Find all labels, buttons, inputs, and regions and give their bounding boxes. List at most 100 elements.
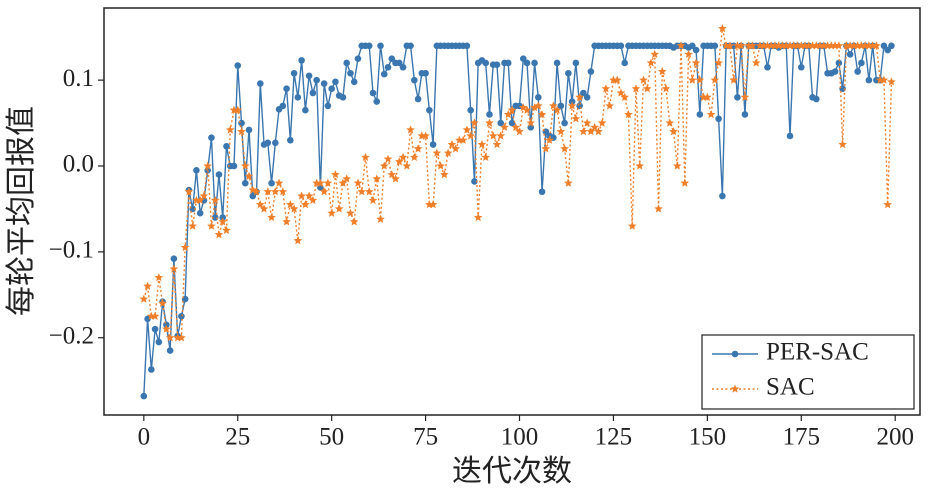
marker bbox=[286, 200, 295, 209]
marker bbox=[377, 42, 384, 50]
marker bbox=[308, 195, 318, 204]
marker bbox=[347, 69, 354, 77]
marker bbox=[320, 80, 328, 87]
marker bbox=[838, 140, 847, 149]
marker bbox=[654, 204, 663, 213]
marker bbox=[436, 161, 445, 170]
marker bbox=[684, 49, 693, 59]
marker bbox=[477, 140, 487, 149]
marker bbox=[402, 161, 412, 170]
marker bbox=[496, 131, 506, 140]
marker bbox=[751, 58, 761, 67]
marker bbox=[706, 109, 716, 119]
marker bbox=[620, 92, 629, 101]
x-tick-label: 200 bbox=[876, 424, 914, 451]
marker bbox=[166, 347, 174, 354]
marker bbox=[835, 59, 843, 67]
marker bbox=[353, 178, 363, 187]
marker bbox=[407, 42, 414, 50]
marker bbox=[729, 75, 738, 84]
marker bbox=[143, 281, 152, 290]
marker bbox=[549, 101, 558, 110]
marker bbox=[218, 217, 227, 226]
marker bbox=[259, 204, 269, 213]
marker bbox=[343, 59, 350, 67]
marker bbox=[579, 127, 588, 136]
marker bbox=[556, 127, 566, 136]
marker bbox=[178, 312, 185, 320]
marker bbox=[215, 171, 223, 178]
marker bbox=[530, 103, 539, 112]
marker bbox=[316, 178, 325, 187]
marker bbox=[170, 255, 178, 263]
marker bbox=[208, 134, 215, 141]
marker bbox=[443, 148, 453, 157]
marker bbox=[504, 59, 512, 67]
marker bbox=[150, 311, 160, 320]
marker bbox=[244, 171, 254, 180]
marker bbox=[414, 95, 422, 103]
marker bbox=[155, 338, 163, 346]
marker bbox=[267, 213, 276, 222]
marker bbox=[764, 63, 771, 71]
marker bbox=[263, 187, 273, 196]
marker bbox=[523, 59, 531, 67]
marker bbox=[583, 93, 591, 101]
marker bbox=[541, 144, 551, 153]
marker bbox=[278, 187, 288, 196]
marker bbox=[380, 70, 388, 78]
marker bbox=[884, 46, 891, 54]
marker bbox=[834, 41, 844, 50]
marker bbox=[831, 68, 839, 75]
marker bbox=[346, 208, 355, 217]
marker bbox=[582, 118, 592, 127]
marker bbox=[264, 139, 272, 147]
marker bbox=[313, 76, 320, 84]
marker bbox=[304, 191, 314, 200]
marker bbox=[587, 68, 595, 75]
marker bbox=[572, 59, 580, 67]
y-tick-label: −0.2 bbox=[49, 322, 94, 349]
marker bbox=[880, 42, 888, 50]
marker bbox=[256, 80, 264, 87]
marker bbox=[887, 77, 896, 86]
marker bbox=[225, 125, 235, 134]
marker bbox=[410, 152, 419, 162]
marker bbox=[730, 384, 740, 393]
marker bbox=[140, 392, 148, 400]
marker bbox=[432, 148, 442, 157]
marker bbox=[230, 162, 238, 170]
marker bbox=[534, 101, 543, 110]
marker bbox=[463, 42, 471, 50]
legend-box bbox=[701, 334, 915, 410]
marker bbox=[534, 93, 542, 101]
marker bbox=[373, 98, 381, 105]
marker bbox=[872, 41, 881, 50]
marker bbox=[338, 178, 348, 187]
marker bbox=[492, 140, 502, 149]
marker bbox=[245, 126, 253, 134]
marker bbox=[531, 59, 538, 67]
marker bbox=[462, 125, 472, 134]
marker bbox=[428, 200, 438, 209]
marker bbox=[865, 76, 873, 84]
marker bbox=[388, 55, 396, 62]
y-tick-label: −0.1 bbox=[49, 237, 94, 264]
marker bbox=[696, 111, 704, 118]
marker bbox=[642, 84, 652, 93]
marker bbox=[537, 109, 547, 119]
marker bbox=[511, 122, 521, 131]
marker bbox=[508, 119, 516, 127]
marker bbox=[710, 75, 720, 84]
marker bbox=[597, 118, 607, 127]
marker bbox=[180, 243, 190, 252]
marker bbox=[467, 106, 474, 114]
x-tick-label: 0 bbox=[138, 424, 151, 451]
marker bbox=[379, 161, 389, 170]
marker bbox=[151, 325, 159, 333]
marker bbox=[545, 135, 554, 144]
marker bbox=[283, 85, 290, 93]
marker bbox=[339, 93, 347, 101]
marker bbox=[169, 264, 179, 273]
marker bbox=[207, 221, 216, 230]
